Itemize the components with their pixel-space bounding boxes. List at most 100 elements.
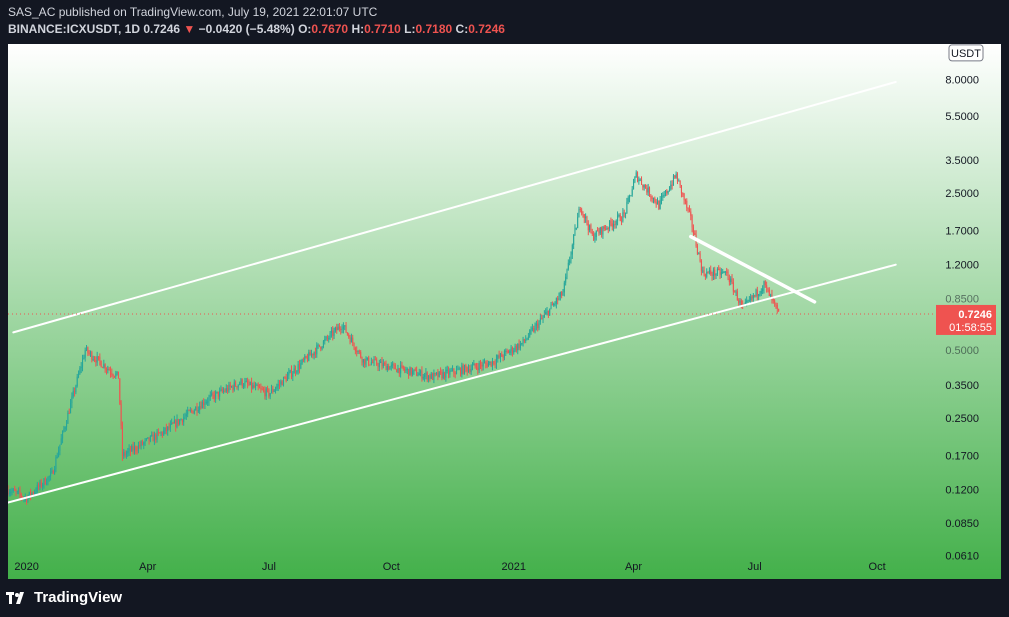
candle-body: [296, 371, 298, 373]
candle-body: [622, 212, 624, 221]
candle-body: [463, 365, 466, 374]
open-value: 0.7670: [311, 22, 349, 36]
candle-body: [129, 448, 131, 452]
candle-body: [494, 363, 496, 365]
candle-body: [97, 356, 100, 358]
candle-body: [585, 216, 587, 219]
candle-body: [333, 330, 335, 336]
candle-body: [648, 187, 651, 196]
candle-body: [716, 268, 718, 275]
candle-body: [270, 388, 273, 394]
candle-body: [763, 281, 765, 289]
candle-body: [542, 316, 544, 319]
candle-body: [219, 390, 221, 397]
time-tick-label: 2021: [502, 561, 526, 573]
candle-body: [577, 217, 579, 229]
candle-body: [543, 314, 545, 317]
candle-body: [691, 215, 693, 228]
candle-body: [678, 180, 680, 182]
candle-body: [63, 429, 65, 432]
low-label: L:: [404, 22, 416, 36]
candle-body: [232, 386, 234, 390]
candle-body: [590, 225, 592, 233]
candle-body: [682, 193, 684, 195]
candle-body: [148, 437, 150, 442]
candle-body: [768, 289, 770, 297]
symbol-label[interactable]: BINANCE:ICXUSDT, 1D: [8, 22, 141, 36]
candle-body: [625, 213, 627, 215]
candle-body: [116, 371, 118, 374]
price-tick-label: 0.3500: [945, 380, 979, 392]
candle-body: [731, 278, 733, 283]
candle-body: [74, 390, 76, 393]
candle-body: [385, 363, 387, 371]
candle-body: [274, 388, 277, 391]
candle-body: [455, 369, 458, 374]
candle-body: [474, 363, 476, 367]
candle-body: [448, 369, 450, 375]
candle-body: [546, 310, 548, 313]
price-chart[interactable]: 8.0000 5.5000 3.5000 2.5000 1.7000 1.2000 0.35…: [7, 35, 1001, 579]
candle-body: [132, 445, 134, 451]
candle-body: [718, 268, 720, 270]
trendline-channel-lower: [7, 263, 897, 504]
candle-body: [360, 351, 362, 358]
candle-body: [269, 393, 271, 397]
tradingview-footer[interactable]: TradingView: [6, 589, 122, 606]
candle-body: [567, 262, 569, 270]
candle-body: [615, 220, 617, 225]
candle-body: [736, 291, 738, 301]
candle-body: [227, 387, 229, 392]
candle-body: [774, 300, 776, 303]
candle-body: [332, 330, 334, 336]
candle-body: [626, 201, 628, 214]
candle-body: [213, 394, 215, 399]
candle-body: [324, 339, 326, 342]
candle-body: [647, 187, 649, 193]
candle-body: [702, 270, 704, 272]
candle-body: [433, 372, 435, 380]
candle-body: [300, 363, 302, 369]
candle-body: [356, 350, 358, 352]
candle-body: [776, 304, 778, 309]
candle-body: [473, 363, 475, 366]
candle-body: [767, 287, 769, 290]
candle-body: [513, 350, 515, 353]
candle-body: [639, 179, 641, 181]
candle-body: [318, 344, 320, 347]
candle-body: [772, 298, 774, 301]
candle-body: [91, 352, 93, 360]
candle-body: [694, 233, 696, 235]
candle-body: [187, 410, 189, 415]
candle-body: [83, 357, 85, 359]
candle-body: [15, 490, 17, 492]
candle-body: [461, 365, 463, 375]
time-tick-label: Jul: [262, 561, 276, 573]
candle-body: [479, 363, 482, 365]
candle-body: [675, 173, 677, 178]
candle-body: [739, 300, 741, 303]
chart-area[interactable]: 8.0000 5.5000 3.5000 2.5000 1.7000 1.2000 0.35…: [7, 35, 1001, 579]
candle-body: [655, 201, 657, 205]
candle-body: [643, 185, 645, 188]
candle-body: [623, 212, 625, 214]
candle-body: [112, 374, 114, 377]
candle-body: [754, 295, 756, 297]
candle-body: [386, 366, 388, 371]
candle-body: [252, 385, 254, 389]
candle-body: [752, 295, 754, 299]
candle-body: [346, 332, 348, 335]
candle-body: [539, 318, 541, 322]
candle-body: [72, 390, 74, 397]
time-tick-label: Apr: [625, 561, 642, 573]
candle-body: [428, 375, 430, 380]
candle-body: [652, 197, 655, 200]
candle-body: [189, 410, 191, 412]
candle-body: [337, 326, 339, 331]
candle-body: [570, 254, 572, 261]
price-axis: 8.0000 5.5000 3.5000 2.5000 1.7000 1.2000 0.35…: [939, 35, 984, 563]
candle-body: [123, 452, 125, 457]
candle-body: [562, 292, 564, 296]
symbol-ohlc-line: BINANCE:ICXUSDT, 1D 0.7246 ▼ −0.0420 (−5…: [8, 22, 505, 36]
candle-body: [119, 378, 121, 404]
